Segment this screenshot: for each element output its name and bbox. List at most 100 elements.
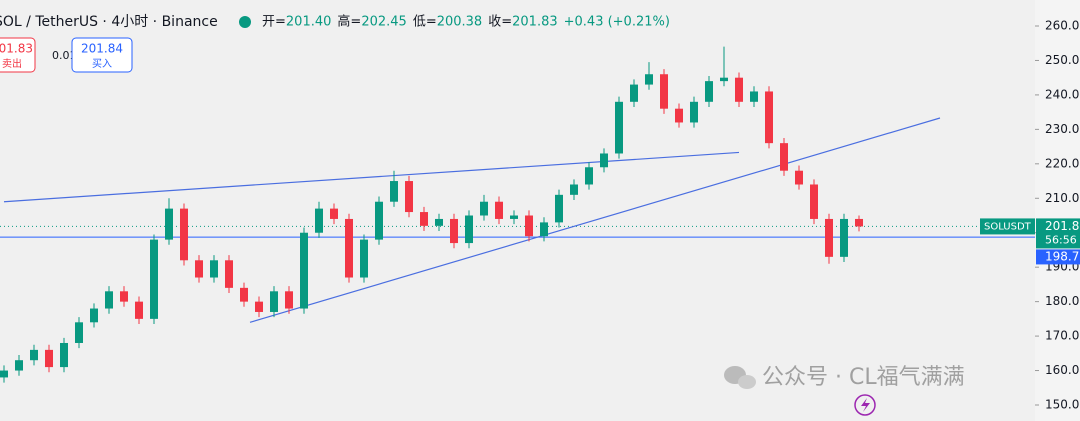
candle-body [825,218,833,257]
y-tick-label: 250.00 [1045,53,1080,67]
price-axis-bg [1035,0,1080,421]
candle-body [435,218,443,226]
plot-bg [0,0,1035,421]
y-tick-label: 150.00 [1045,398,1080,412]
ohlc-label: 收= [488,15,512,30]
symbol-tag [980,218,1035,235]
status-dot [239,16,251,28]
y-tick-label: 240.00 [1045,87,1080,101]
candle-body [840,218,848,257]
candle-body [315,208,323,233]
candle-body [165,208,173,240]
ohlc-label: 高= [337,14,361,30]
candle-body [525,215,533,237]
candle-body [255,301,263,312]
candle-body [240,287,248,302]
candle-body [855,218,863,227]
candle-body [735,77,743,102]
candle-body [600,153,608,168]
ohlc-value: 200.38 [437,15,483,30]
candle-body [120,291,128,302]
candle-body [495,201,503,219]
candle-body [390,181,398,202]
candle-body [780,143,788,171]
candle-body [585,167,593,185]
sell-price: 201.83 [0,42,33,56]
buy-price: 201.84 [81,42,123,56]
last-price-tag [1036,218,1080,249]
candle-body [330,208,338,219]
hline-label: 198.71 [1045,249,1080,263]
candle-body [690,101,698,123]
sell-button[interactable] [0,37,36,73]
ohlc-value: 201.83 [512,15,558,30]
buy-label: 买入 [92,58,112,70]
candle-body [660,74,668,109]
trendline [3,151,740,203]
candle-body [135,301,143,319]
candle-body [45,349,53,368]
candle-body [630,84,638,102]
candle-body [405,181,413,213]
candle-body [75,322,83,343]
y-tick-label: 210.00 [1045,191,1080,205]
y-tick-label: 170.00 [1045,329,1080,343]
candle-body [210,260,218,278]
candle-body [180,208,188,261]
ohlc-change: +0.43 (+0.21%) [564,15,670,30]
y-tick-label: 260.00 [1045,19,1080,33]
y-tick-label: 180.00 [1045,294,1080,308]
candle-body [570,184,578,195]
candle-body [510,215,518,219]
y-tick-label: 230.00 [1045,122,1080,136]
y-tick-label: 220.00 [1045,156,1080,170]
candle-body [285,291,293,309]
wechat-icon [724,366,756,389]
candle-body [420,212,428,226]
candle-body [60,342,68,368]
spread: 0.01 [52,49,77,62]
buy-button[interactable] [71,37,133,73]
candle-body [300,232,308,309]
countdown: 56:56 [1045,233,1077,246]
symbol-title: SOL / TetherUS · 4小时 · Binance [0,14,218,30]
candle-body [705,81,713,102]
candle-body [345,218,353,278]
candle-body [750,91,758,102]
candle-body [375,201,383,240]
y-tick-label: 160.00 [1045,363,1080,377]
alert-bolt [861,398,870,412]
sell-label: 卖出 [2,57,22,70]
candle-body [0,370,8,378]
candle-body [480,201,488,216]
candle-body [555,194,563,223]
candle-body [810,184,818,219]
candle-body [795,170,803,185]
hline-tag [1036,249,1080,265]
candle-body [615,101,623,154]
candle-body [90,308,98,323]
alert-icon[interactable] [854,394,876,416]
last-price-label: 201.83 [1045,219,1080,233]
candle-body [30,349,38,361]
candle-body [105,291,113,309]
watermark: 公众号 · CL福气满满 [762,365,965,390]
trendline [249,117,941,323]
candle-body [360,239,368,278]
candle-body [195,260,203,278]
candle-body [150,239,158,319]
candle-body [270,291,278,312]
symbol-tag-text: SOLUSDT [984,221,1032,232]
candle-body [720,77,728,82]
candle-body [645,74,653,85]
candle-body [675,108,683,123]
candle-body [540,222,548,237]
ohlc-value: 201.40 [286,15,332,30]
candle-body [15,360,23,371]
candle-body [765,91,773,144]
candle-body [465,215,473,244]
ohlc-label: 低= [413,15,437,30]
candle-body [450,218,458,244]
ohlc-value: 202.45 [361,15,407,30]
